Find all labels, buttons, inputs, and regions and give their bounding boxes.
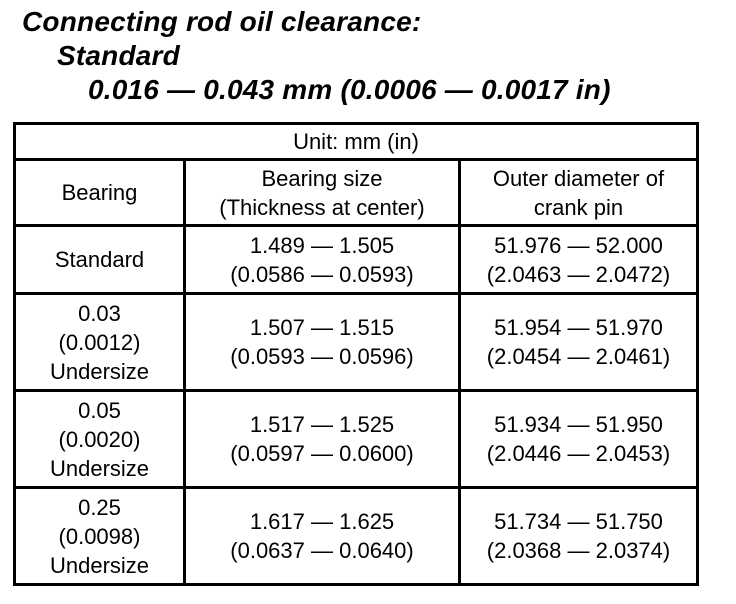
header-bearing: Bearing [13, 158, 186, 227]
clearance-spec-table: Unit: mm (in) Bearing Bearing size (Thic… [12, 122, 700, 586]
cell-bearing: 0.03 (0.0012) Undersize [13, 292, 186, 392]
spec-heading: Connecting rod oil clearance: Standard 0… [22, 5, 611, 107]
cell-crank-pin: 51.976 — 52.000 (2.0463 — 2.0472) [457, 224, 700, 295]
table-row-undersize-005: 0.05 (0.0020) Undersize 1.517 — 1.525 (0… [13, 389, 700, 489]
cell-bearing-size: 1.507 — 1.515 (0.0593 — 0.0596) [183, 292, 461, 392]
table-row-undersize-003: 0.03 (0.0012) Undersize 1.507 — 1.515 (0… [13, 292, 700, 392]
spec-title: Connecting rod oil clearance: [22, 6, 422, 37]
cell-crank-pin: 51.954 — 51.970 (2.0454 — 2.0461) [457, 292, 700, 392]
cell-bearing: 0.05 (0.0020) Undersize [13, 389, 186, 489]
table-row-standard: Standard 1.489 — 1.505 (0.0586 — 0.0593)… [13, 224, 700, 295]
cell-bearing-size: 1.517 — 1.525 (0.0597 — 0.0600) [183, 389, 461, 489]
cell-bearing: Standard [13, 224, 186, 295]
cell-bearing: 0.25 (0.0098) Undersize [13, 486, 186, 586]
table-header-row: Bearing Bearing size (Thickness at cente… [13, 158, 700, 227]
table-row-undersize-025: 0.25 (0.0098) Undersize 1.617 — 1.625 (0… [13, 486, 700, 586]
spec-standard-value: 0.016 — 0.043 mm (0.0006 — 0.0017 in) [88, 74, 611, 105]
unit-row: Unit: mm (in) [12, 122, 700, 161]
cell-bearing-size: 1.617 — 1.625 (0.0637 — 0.0640) [183, 486, 461, 586]
spec-standard-label: Standard [57, 40, 180, 71]
cell-bearing-size: 1.489 — 1.505 (0.0586 — 0.0593) [183, 224, 461, 295]
header-crank-pin: Outer diameter of crank pin [457, 158, 700, 227]
header-bearing-size: Bearing size (Thickness at center) [183, 158, 461, 227]
unit-label: Unit: mm (in) [12, 122, 700, 161]
cell-crank-pin: 51.734 — 51.750 (2.0368 — 2.0374) [457, 486, 700, 586]
cell-crank-pin: 51.934 — 51.950 (2.0446 — 2.0453) [457, 389, 700, 489]
